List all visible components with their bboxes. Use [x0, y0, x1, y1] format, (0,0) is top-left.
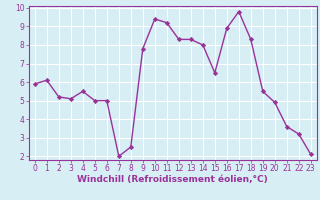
- X-axis label: Windchill (Refroidissement éolien,°C): Windchill (Refroidissement éolien,°C): [77, 175, 268, 184]
